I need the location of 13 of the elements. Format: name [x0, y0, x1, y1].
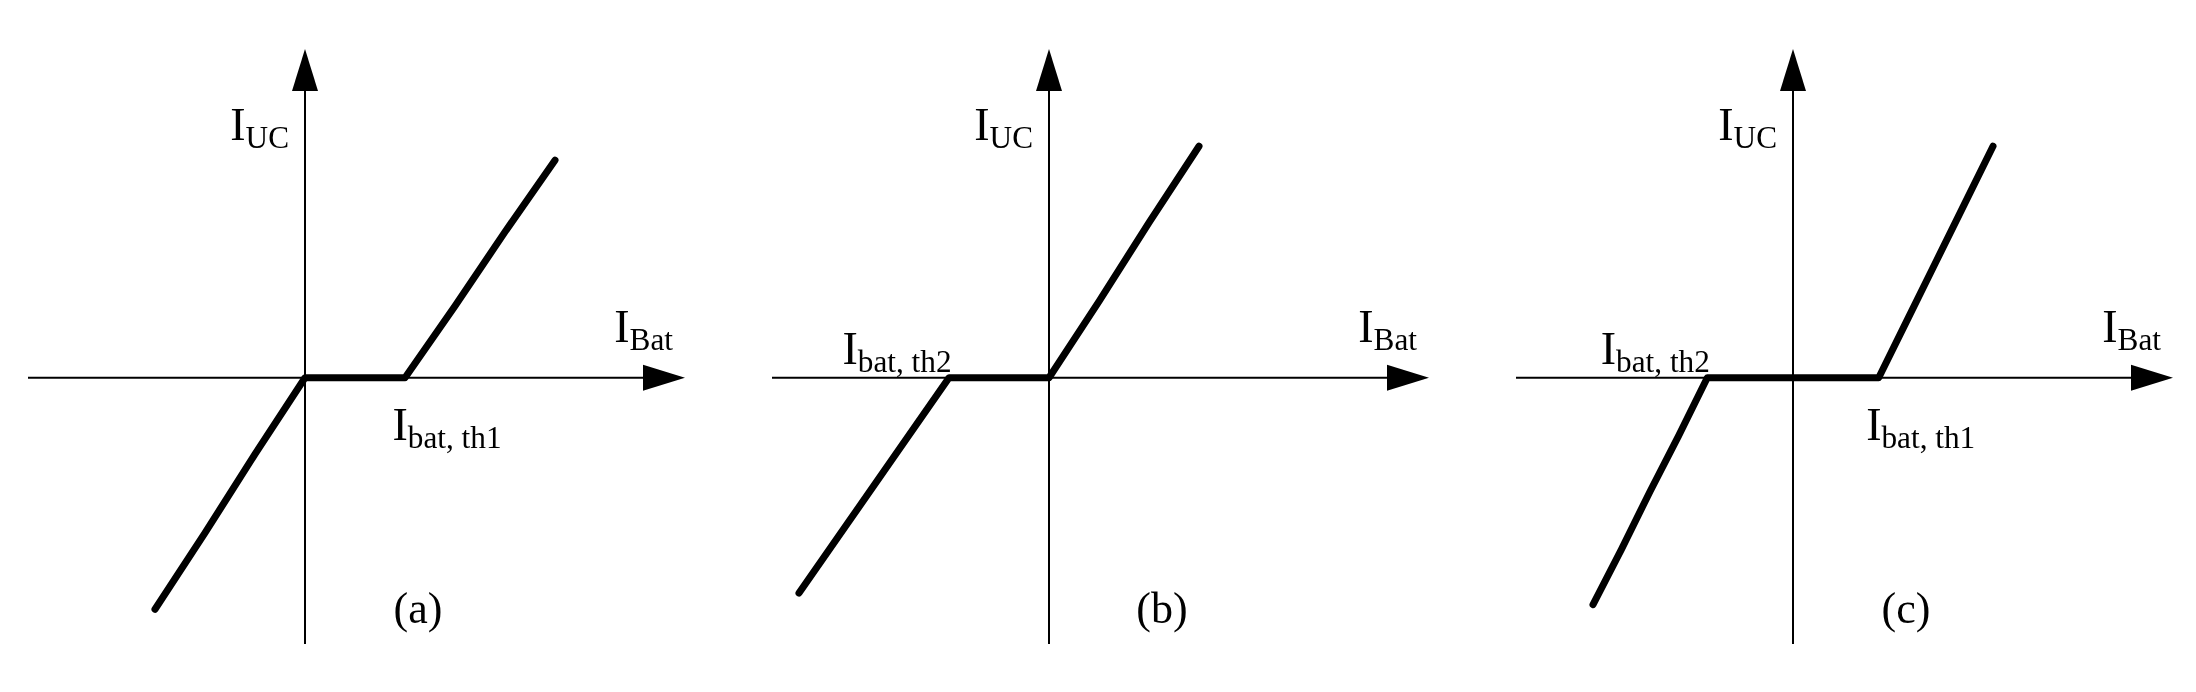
- annotation: I$_{bat, th1}$: [392, 398, 502, 455]
- y-axis-title: I$_{UC}$: [230, 99, 289, 155]
- y-axis-title: I$_{UC}$: [1718, 99, 1777, 155]
- annotation: I$_{bat, th2}$: [1600, 322, 1710, 379]
- y-axis-title: I$_{UC}$: [974, 99, 1033, 155]
- annotation: I$_{bat, th2}$: [842, 322, 952, 379]
- x-axis-title: I$_{Bat}$: [1358, 300, 1418, 357]
- annotation: (b): [1136, 584, 1188, 633]
- x-axis-title: I$_{Bat}$: [614, 300, 674, 357]
- x-axis-title: I$_{Bat}$: [2102, 300, 2162, 357]
- annotation: I$_{bat, th1}$: [1866, 398, 1976, 455]
- annotation: (c): [1881, 584, 1931, 633]
- annotation: (a): [393, 584, 443, 633]
